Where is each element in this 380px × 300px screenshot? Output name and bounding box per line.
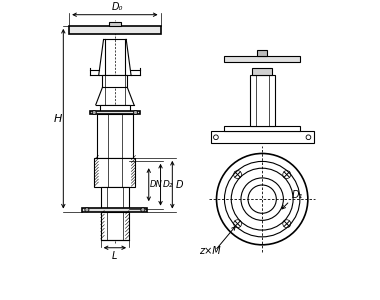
Bar bbox=[224, 56, 301, 62]
Bar bbox=[109, 22, 121, 26]
Bar bbox=[69, 26, 160, 34]
Bar bbox=[103, 75, 127, 87]
Text: D₁: D₁ bbox=[291, 190, 302, 200]
Text: D₂: D₂ bbox=[162, 180, 173, 189]
Bar bbox=[224, 126, 301, 131]
Bar bbox=[94, 158, 136, 188]
Circle shape bbox=[214, 135, 218, 140]
Bar bbox=[257, 50, 268, 56]
Circle shape bbox=[92, 110, 96, 115]
Bar bbox=[252, 68, 272, 75]
Bar bbox=[250, 75, 275, 126]
Text: D₀: D₀ bbox=[112, 2, 123, 12]
Bar bbox=[101, 212, 129, 240]
Text: DN: DN bbox=[150, 180, 163, 189]
Circle shape bbox=[133, 110, 138, 115]
Bar bbox=[211, 131, 314, 143]
Bar bbox=[97, 114, 133, 158]
Text: H: H bbox=[54, 114, 62, 124]
Bar bbox=[90, 111, 140, 114]
Text: L: L bbox=[112, 251, 117, 261]
Circle shape bbox=[141, 208, 145, 212]
Circle shape bbox=[306, 135, 311, 140]
Text: z×M: z×M bbox=[199, 246, 220, 256]
Text: D: D bbox=[176, 180, 184, 190]
Bar bbox=[100, 105, 130, 111]
Bar bbox=[101, 188, 129, 208]
Bar bbox=[82, 208, 147, 211]
Circle shape bbox=[85, 208, 89, 212]
